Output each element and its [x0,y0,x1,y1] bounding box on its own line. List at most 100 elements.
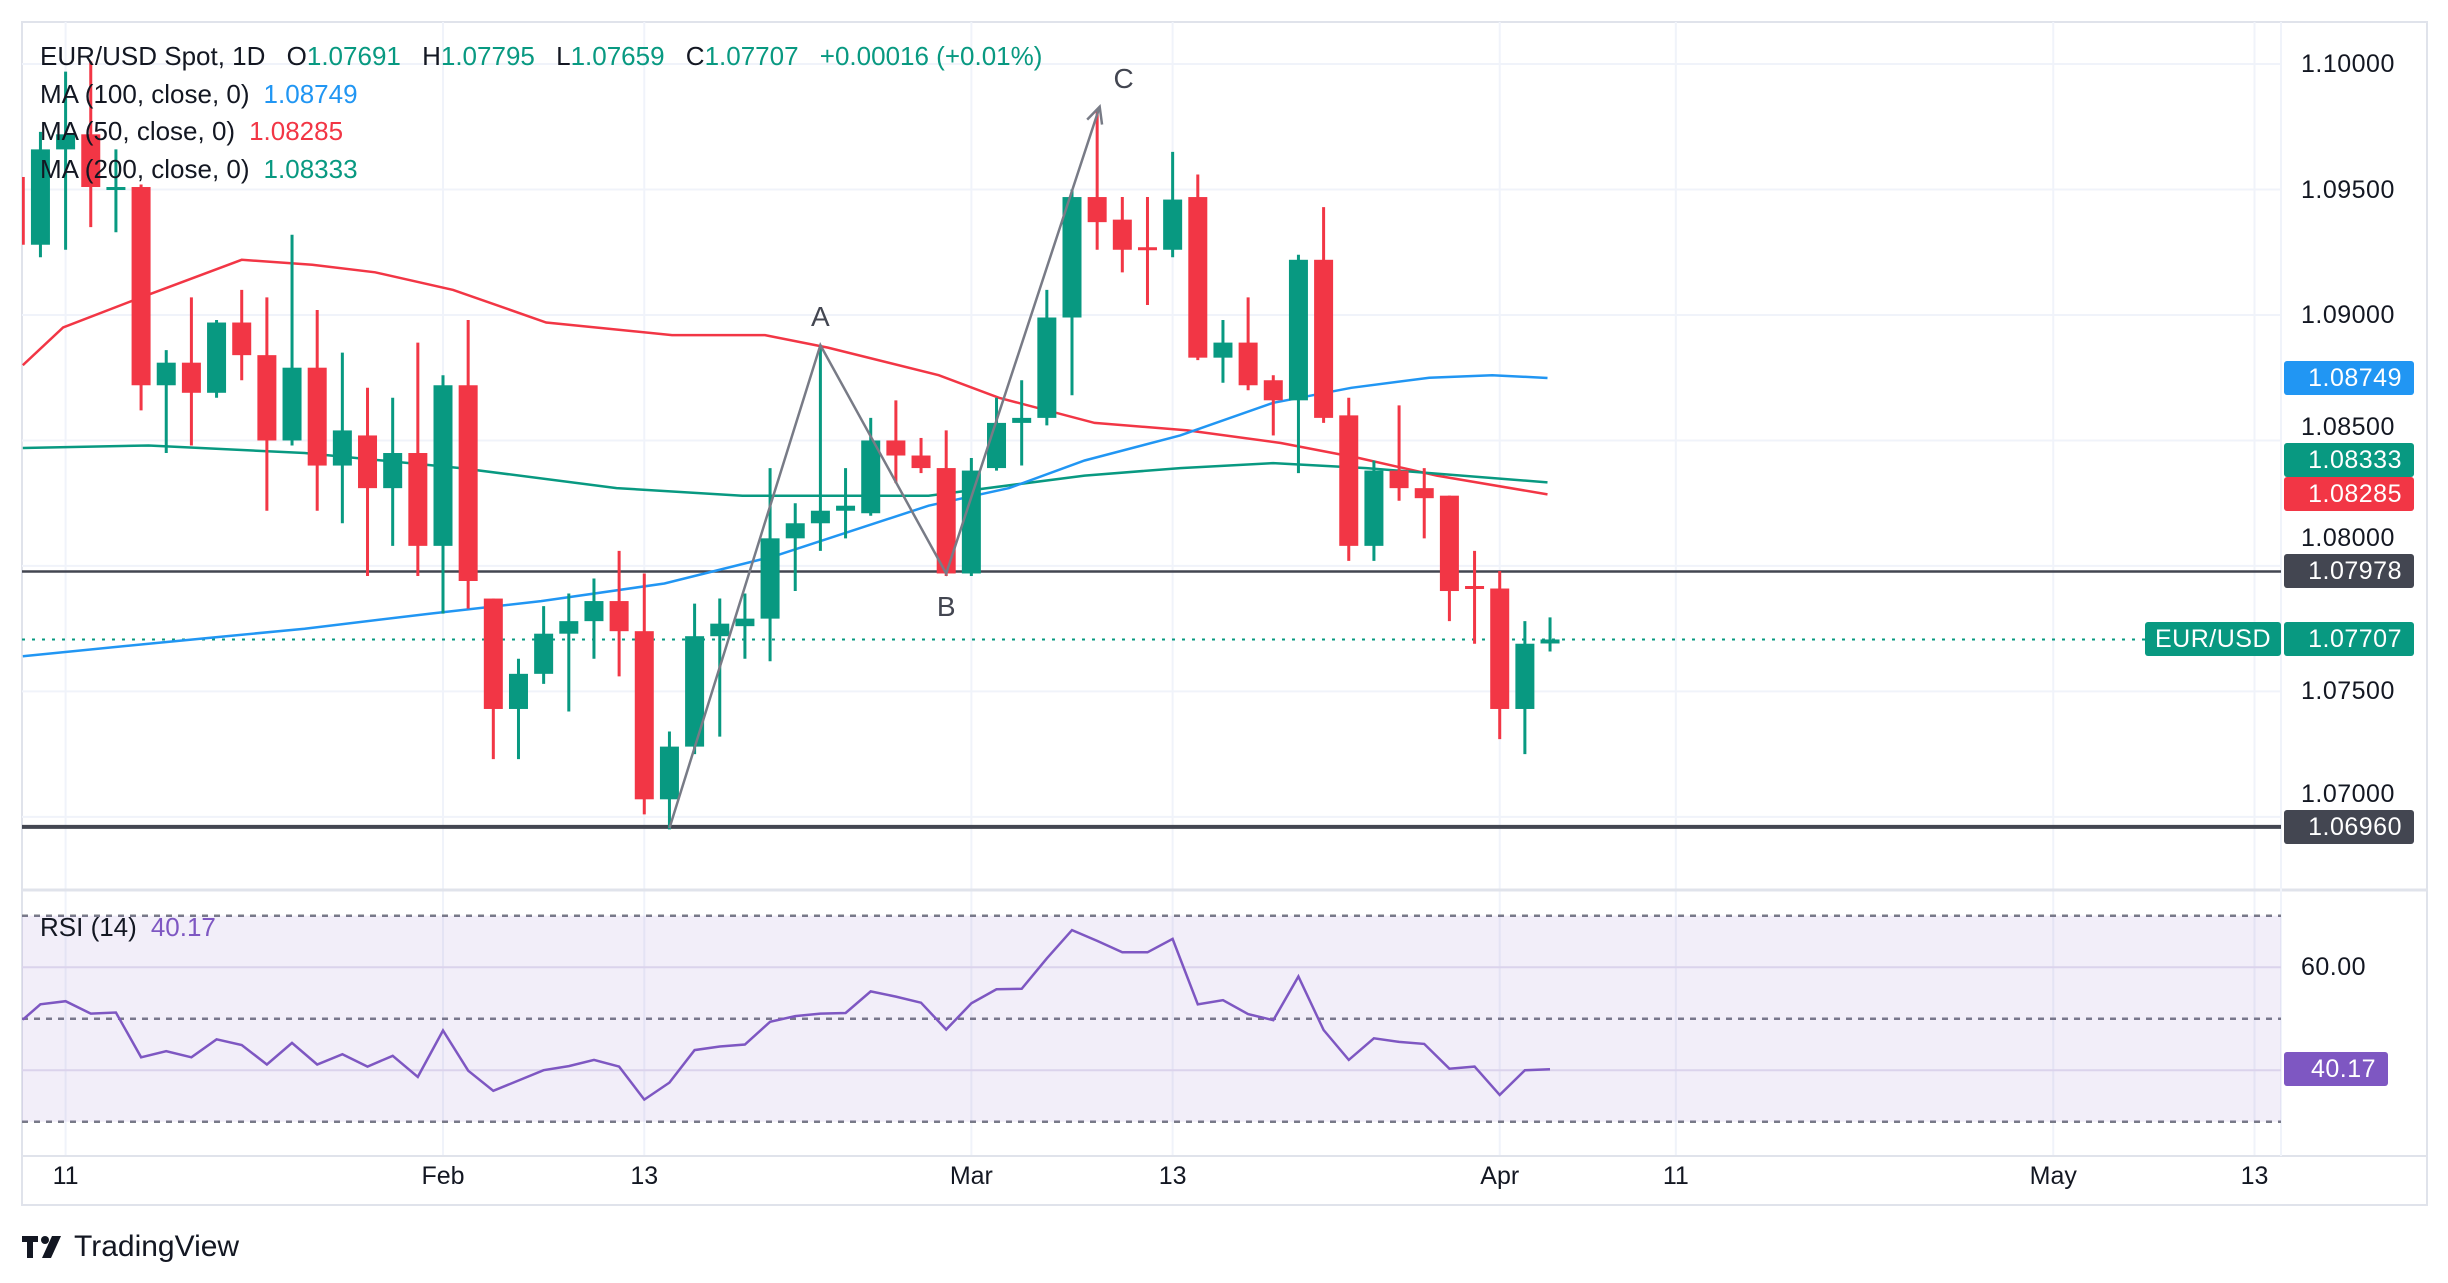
candle-body [1087,197,1107,223]
candle-body [358,435,378,489]
time-tick-label: Apr [1480,1162,1520,1190]
candle [1188,174,1208,361]
candle-body [785,523,805,539]
time-tick-label: Feb [421,1162,465,1190]
candle [156,350,176,454]
ma200-line [22,444,1548,497]
candle-body [987,422,1007,469]
change-value: +0.00016 (+0.01%) [819,41,1043,71]
candle [1465,550,1485,644]
ma200-value: 1.08333 [263,154,358,184]
ma200-label: MA (200, close, 0) [40,154,250,184]
rsi-line [22,928,1551,1102]
candle [458,320,478,609]
close-label: C [685,41,705,71]
pattern-point-label: C [1113,62,1134,94]
candle [508,658,528,760]
ma200-legend[interactable]: MA (200, close, 0) 1.08333 [40,154,358,184]
candle [1062,189,1082,396]
candle-body [534,633,554,674]
rsi-legend[interactable]: RSI (14) 40.17 [40,912,216,942]
candle [257,297,277,511]
tradingview-logo[interactable]: TradingView [22,1230,239,1264]
price-tick-label: 1.08500 [2301,413,2395,442]
candle-body [1213,342,1233,358]
candle-body [1263,380,1283,401]
candle [22,176,25,245]
price-tick-label: 1.09500 [2301,175,2395,204]
candle-body [383,453,403,489]
candle-body [1288,259,1308,401]
ma100-legend[interactable]: MA (100, close, 0) 1.08749 [40,79,358,109]
ma50-legend[interactable]: MA (50, close, 0) 1.08285 [40,116,343,146]
candle-body [106,187,126,191]
candle-body [861,440,881,514]
candle-body [810,510,830,524]
symbol-name-label: EUR/USD [2145,622,2281,657]
candle-body [1037,317,1057,418]
candle-body [886,440,906,456]
rsi-value: 40.17 [150,912,216,942]
candle-body [1314,259,1334,418]
candle-body [584,601,604,622]
tradingview-logo-icon [22,1236,61,1258]
candle-body [634,631,654,800]
low-value: 1.07659 [570,41,665,71]
candle [1137,197,1157,305]
candle-body [1389,470,1409,489]
candle-body [1163,199,1183,250]
candle [785,503,805,592]
rsi-label: RSI (14) [40,912,137,942]
ma100-label: MA (100, close, 0) [40,79,250,109]
ma-price-label: 1.08333 [2284,443,2414,478]
price-pane [22,61,2281,830]
candle [936,430,956,576]
candle [207,320,227,398]
candle-body [408,453,428,546]
pattern-point-label: B [936,591,956,623]
candle-body [1414,488,1434,499]
candle-body [1112,219,1132,250]
last-price-label: 1.07707 [2284,622,2414,657]
candle [1112,197,1132,273]
candle-body [735,618,755,627]
candle-body [1540,639,1560,644]
candle [332,352,352,524]
candle [1213,320,1233,383]
candle [30,131,50,258]
candle [1364,460,1384,561]
candle [81,61,101,228]
level-price-label[interactable]: 1.07978 [2284,554,2414,589]
candle-body [609,601,629,632]
price-tick-label: 1.09000 [2301,300,2395,329]
candle [181,297,201,446]
candle [1037,289,1057,426]
candle-body [483,598,503,709]
candle [307,309,327,511]
candle [1163,151,1183,258]
candle [408,342,428,576]
candle-body [1490,588,1510,709]
candle [609,550,629,677]
candle-body [760,538,780,619]
ma50-label: MA (50, close, 0) [40,116,236,146]
candle [886,400,906,484]
high-value: 1.07795 [440,41,535,71]
candle [131,184,151,411]
level-price-label[interactable]: 1.06960 [2284,809,2414,844]
candle-body [659,746,679,800]
candle [1515,621,1535,755]
candle [584,578,604,659]
candle [1339,397,1359,561]
rsi-tick-label: 60.00 [2301,953,2367,982]
candle [559,593,579,712]
candle-body [307,367,327,466]
time-tick-label: 11 [52,1162,79,1190]
candle [1314,207,1334,423]
price-tick-label: 1.07000 [2301,779,2395,808]
candle-body [836,505,856,511]
candle [383,397,403,546]
candle-body [433,385,453,546]
time-tick-label: 13 [2240,1162,2269,1190]
